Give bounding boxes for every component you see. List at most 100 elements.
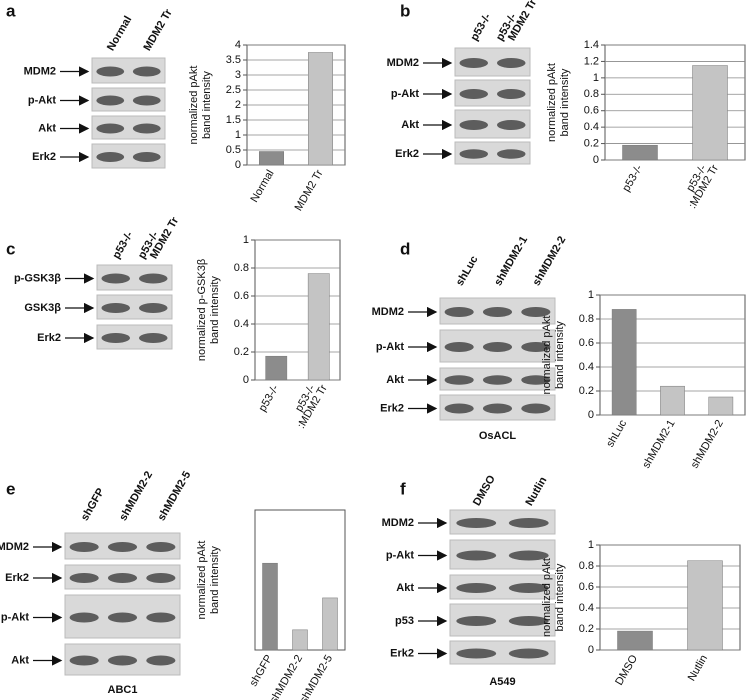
blot-band bbox=[139, 273, 168, 284]
blot-band bbox=[497, 120, 526, 130]
y-tick-label: 1.2 bbox=[584, 55, 599, 67]
y-tick-label: 0.8 bbox=[579, 560, 594, 572]
blot-band bbox=[69, 655, 99, 666]
blot-band bbox=[456, 550, 497, 561]
blot-band bbox=[444, 342, 474, 352]
x-tick-label: p53-/- bbox=[257, 383, 282, 414]
bar bbox=[617, 630, 653, 651]
panel-letter: f bbox=[400, 479, 406, 498]
y-tick-label: 1 bbox=[593, 72, 599, 84]
blot-band bbox=[96, 123, 125, 134]
y-tick-label: 0 bbox=[243, 374, 249, 386]
y-tick-label: 1.5 bbox=[226, 114, 241, 126]
blot-band bbox=[456, 583, 497, 593]
bar bbox=[265, 355, 288, 381]
y-tick-label: 1.4 bbox=[584, 39, 599, 51]
blot-band bbox=[482, 307, 513, 317]
y-tick-label: 0.5 bbox=[226, 144, 241, 156]
blot-band bbox=[146, 612, 176, 623]
blot-band bbox=[482, 375, 513, 385]
blot-band bbox=[96, 95, 125, 106]
row-label: Erk2 bbox=[395, 148, 419, 160]
y-tick-label: 1 bbox=[588, 539, 594, 551]
blot-band bbox=[456, 648, 497, 659]
blot-band bbox=[139, 303, 168, 313]
blot-band bbox=[107, 573, 138, 583]
row-label: p53 bbox=[395, 615, 414, 627]
row-label: p-Akt bbox=[1, 611, 29, 623]
blot-band bbox=[508, 518, 549, 528]
y-tick-label: 0.2 bbox=[579, 623, 594, 635]
blot-band bbox=[69, 573, 99, 583]
row-label: MDM2 bbox=[387, 57, 419, 69]
y-tick-label: 3.5 bbox=[226, 54, 241, 66]
blot-band bbox=[482, 403, 513, 414]
y-tick-label: 2 bbox=[235, 99, 241, 111]
y-tick-label: 0.8 bbox=[579, 313, 594, 325]
blot-band bbox=[69, 542, 99, 552]
panel-letter: b bbox=[400, 1, 410, 20]
bar bbox=[660, 385, 685, 416]
blot-band bbox=[146, 542, 176, 552]
y-tick-label: 0 bbox=[588, 644, 594, 656]
blot-band bbox=[444, 307, 474, 317]
panel-letter: d bbox=[400, 239, 410, 258]
lane-label: shMDM2-5 bbox=[156, 469, 194, 523]
row-label: Akt bbox=[396, 582, 414, 594]
blot-band bbox=[107, 542, 138, 552]
row-label: Akt bbox=[38, 122, 56, 134]
x-tick-label: Nutlin bbox=[686, 653, 710, 683]
row-label: Erk2 bbox=[37, 332, 61, 344]
y-tick-label: 1 bbox=[235, 129, 241, 141]
lane-label: MDM2 Tr bbox=[141, 7, 175, 53]
x-tick-label: shLuc bbox=[604, 418, 629, 450]
y-axis-label: normalized p-GSK3β bbox=[196, 259, 208, 361]
row-label: Akt bbox=[11, 654, 29, 666]
y-tick-label: 1 bbox=[243, 234, 249, 246]
y-axis-label: normalized pAkt bbox=[188, 66, 200, 145]
blot-band bbox=[101, 273, 130, 284]
lane-label: p53-/- bbox=[468, 11, 493, 43]
y-tick-label: 3 bbox=[235, 69, 241, 81]
y-axis-label: normalized pAkt bbox=[541, 558, 553, 637]
x-tick-label: p53-/- bbox=[620, 163, 645, 194]
row-label: Akt bbox=[386, 374, 404, 386]
x-tick-label: shMDM2-2 bbox=[689, 418, 726, 471]
y-tick-label: 0.4 bbox=[579, 361, 594, 373]
blot-band bbox=[146, 573, 176, 583]
row-label: MDM2 bbox=[382, 517, 414, 529]
row-label: p-Akt bbox=[376, 341, 404, 353]
lane-label: DMSO bbox=[471, 473, 498, 508]
blot-band bbox=[107, 655, 138, 666]
blot-band bbox=[459, 120, 488, 130]
y-tick-label: 0.6 bbox=[579, 581, 594, 593]
y-tick-label: 0 bbox=[588, 409, 594, 421]
blot-band bbox=[96, 66, 125, 77]
x-tick-label: shMDM2-1 bbox=[640, 418, 677, 471]
blot-band bbox=[521, 403, 551, 414]
panel-letter: c bbox=[6, 239, 15, 258]
bar bbox=[307, 273, 330, 381]
blot-band bbox=[497, 89, 526, 99]
row-label: p-GSK3β bbox=[14, 272, 61, 284]
blot-band bbox=[107, 612, 138, 623]
y-axis-label: band intensity bbox=[209, 546, 221, 614]
x-tick-label: Normal bbox=[248, 168, 276, 205]
panel-letter: a bbox=[6, 1, 16, 20]
blot-band bbox=[459, 149, 488, 159]
y-tick-label: 0.4 bbox=[579, 602, 594, 614]
bar bbox=[259, 151, 284, 166]
blot-band bbox=[508, 648, 549, 659]
bar bbox=[292, 629, 308, 651]
row-label: p-Akt bbox=[386, 549, 414, 561]
lane-label: shMDM2-1 bbox=[492, 234, 530, 288]
blot-band bbox=[521, 307, 551, 317]
y-tick-label: 0.6 bbox=[234, 290, 249, 302]
blot-band bbox=[132, 152, 161, 162]
row-label: p-Akt bbox=[28, 94, 56, 106]
y-tick-label: 0.6 bbox=[584, 105, 599, 117]
blot-band bbox=[101, 303, 130, 313]
panel-letter: e bbox=[6, 479, 15, 498]
lane-label: Normal bbox=[105, 14, 134, 53]
